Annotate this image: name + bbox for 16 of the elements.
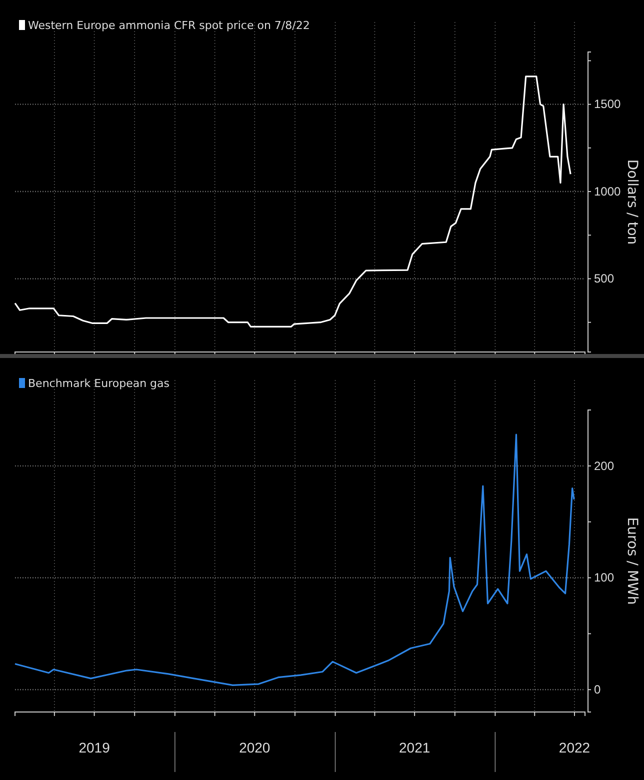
x-tick-label: 2021 — [398, 740, 430, 756]
y-tick-label: 500 — [594, 272, 614, 286]
y-tick-label: 1000 — [594, 184, 622, 198]
y-tick-label: 1500 — [594, 97, 622, 112]
x-tick-label: 2020 — [239, 740, 270, 756]
y-axis-title: Dollars / ton — [624, 159, 640, 245]
x-tick-label: 2019 — [78, 740, 110, 756]
line-series — [14, 434, 575, 686]
y-tick-label: 100 — [594, 570, 614, 585]
y-tick-label: 200 — [594, 458, 614, 473]
y-axis-title: Euros / MWh — [624, 517, 640, 605]
legend-label: Benchmark European gas — [28, 377, 170, 390]
x-tick-label: 2022 — [558, 740, 590, 756]
y-tick-label: 0 — [594, 682, 601, 696]
line-series — [14, 76, 572, 328]
legend-label: Western Europe ammonia CFR spot price on 7/8/22 — [28, 19, 310, 32]
